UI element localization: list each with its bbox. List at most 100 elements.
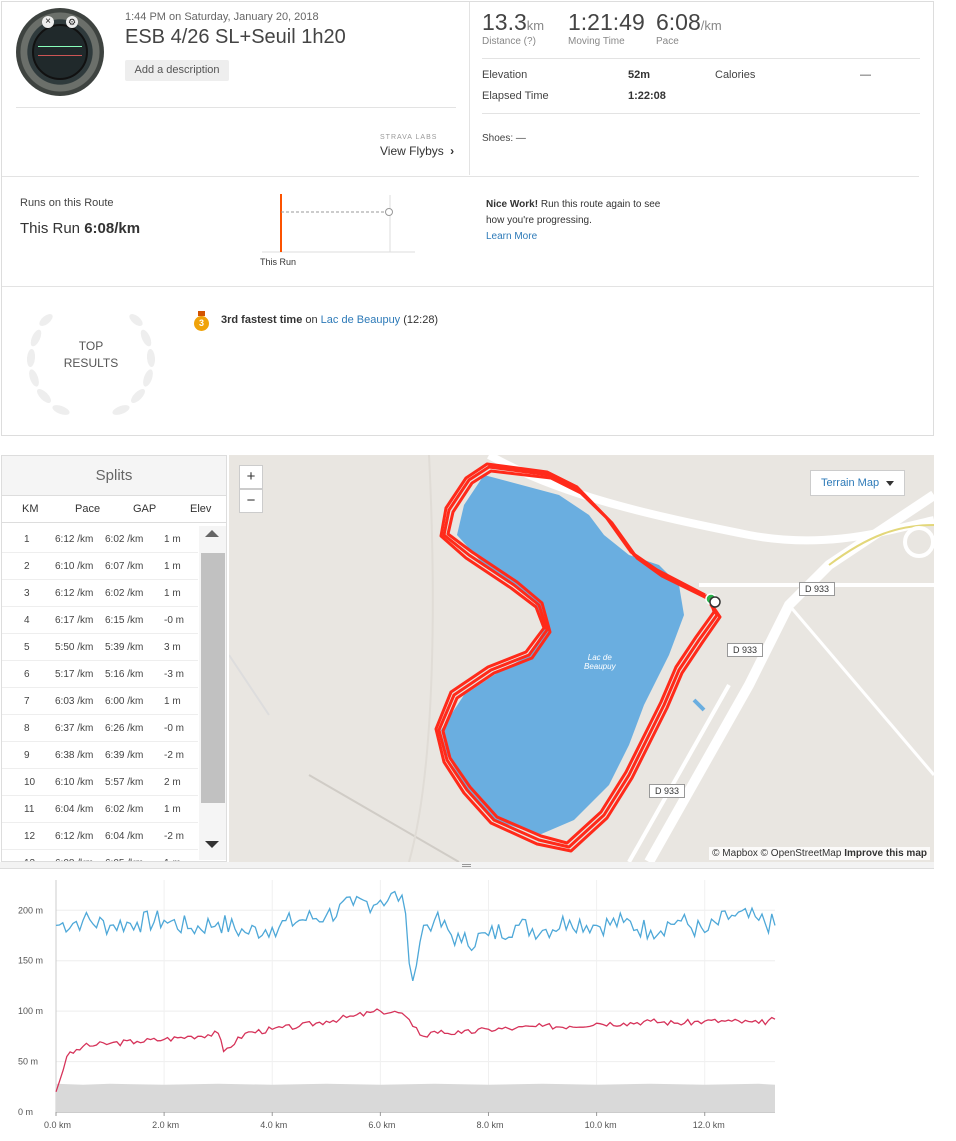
table-row: 12 6:12 /km 6:04 /km -2 m [2, 823, 198, 850]
table-row: 3 6:12 /km 6:02 /km 1 m [2, 580, 198, 607]
activity-device-photo: × ⚙ [16, 8, 104, 96]
split-gap: 6:07 /km [105, 561, 144, 572]
activity-datetime: 1:44 PM on Saturday, January 20, 2018 [125, 11, 319, 23]
scroll-down-icon[interactable] [205, 841, 219, 848]
table-row: 6 5:17 /km 5:16 /km -3 m [2, 661, 198, 688]
divider [2, 176, 919, 177]
add-description-button[interactable]: Add a description [125, 60, 229, 81]
split-km: 7 [24, 696, 30, 707]
map-canvas [229, 455, 934, 862]
close-icon: × [42, 16, 54, 28]
split-gap: 5:16 /km [105, 669, 144, 680]
road-label-d933: D 933 [799, 582, 836, 596]
divider-vertical [469, 2, 470, 175]
table-row: 1 6:12 /km 6:02 /km 1 m [2, 526, 198, 553]
segment-link[interactable]: Lac de Beaupuy [320, 314, 401, 326]
split-km: 3 [24, 588, 30, 599]
map-attribution-text[interactable]: © Mapbox © OpenStreetMap [712, 848, 842, 859]
map-path [229, 654, 270, 716]
split-elev: -0 m [164, 615, 184, 626]
split-km: 13 [24, 858, 35, 861]
achievement-rank: 3rd fastest time [221, 314, 303, 326]
pace-line-series [55, 890, 776, 982]
splits-scroll-thumb[interactable] [201, 553, 225, 803]
split-km: 5 [24, 642, 30, 653]
achievement-on: on [302, 314, 321, 326]
split-pace: 5:17 /km [55, 669, 94, 680]
elevation-pace-chart[interactable]: 200 m 150 m 100 m 50 m 0 m 0.0 km 2.0 km 4.0 km… [0, 870, 956, 1141]
nice-work-text: Run this route again to see [538, 199, 661, 210]
split-pace: 6:10 /km [55, 561, 94, 572]
table-row: 4 6:17 /km 6:15 /km -0 m [2, 607, 198, 634]
activity-title[interactable]: ESB 4/26 SL+Seuil 1h20 [125, 26, 346, 48]
y-tick-label: 50 m [18, 1057, 38, 1067]
split-elev: 1 m [164, 858, 181, 861]
elapsed-time-value: 1:22:08 [628, 90, 666, 102]
split-gap: 6:15 /km [105, 615, 144, 626]
lake-lac-de-beaupuy [441, 475, 684, 835]
split-gap: 6:04 /km [105, 831, 144, 842]
view-flybys-link[interactable]: View Flybys › [380, 144, 454, 158]
distance-stat: 13.3km Distance (?) [482, 9, 544, 47]
split-gap: 6:05 /km [105, 858, 143, 861]
scroll-up-icon[interactable] [205, 530, 219, 537]
zoom-out-button[interactable]: − [239, 489, 263, 513]
road-label-d933: D 933 [649, 784, 686, 798]
split-pace: 6:04 /km [55, 804, 94, 815]
route-chart-point [385, 208, 393, 216]
map-rail [308, 774, 460, 862]
top-results-line-1: TOP [78, 339, 104, 353]
divider [16, 107, 456, 108]
split-elev: -2 m [164, 831, 184, 842]
map-type-dropdown[interactable]: Terrain Map [810, 470, 905, 496]
road-label-d933: D 933 [727, 643, 764, 657]
panel-resize-handle[interactable] [0, 862, 934, 869]
top-results-badge-label: TOP RESULTS [16, 338, 166, 372]
split-elev: 1 m [164, 696, 181, 707]
distance-help-link[interactable]: Distance (?) [482, 36, 536, 47]
calories-label: Calories [715, 69, 756, 81]
zoom-in-button[interactable]: + [239, 465, 263, 489]
segment-time: (12:28) [400, 314, 439, 326]
elevation-line-series [55, 1008, 776, 1093]
split-pace: 5:50 /km [55, 642, 94, 653]
split-pace: 6:12 /km [55, 831, 94, 842]
calories-value: — [860, 69, 871, 81]
table-row: 5 5:50 /km 5:39 /km 3 m [2, 634, 198, 661]
split-km: 10 [24, 777, 36, 788]
map-roundabout [903, 526, 934, 558]
runs-on-route-heading: Runs on this Route [20, 197, 114, 209]
split-km: 11 [24, 804, 35, 815]
x-tick-label: 6.0 km [368, 1120, 395, 1130]
split-gap: 6:02 /km [105, 588, 144, 599]
map-road [627, 684, 731, 862]
splits-col-elev: Elev [190, 503, 212, 515]
nice-work-text-2: how you're progressing. [486, 215, 592, 226]
caret-down-icon [886, 481, 894, 486]
divider [482, 58, 920, 59]
table-row: 10 6:10 /km 5:57 /km 2 m [2, 769, 198, 796]
table-row: 7 6:03 /km 6:00 /km 1 m [2, 688, 198, 715]
map-type-label: Terrain Map [821, 477, 880, 489]
splits-title: Splits [2, 456, 226, 496]
x-tick-label: 4.0 km [260, 1120, 287, 1130]
x-tick-label: 2.0 km [152, 1120, 179, 1130]
route-finish-icon [709, 596, 721, 608]
lake-label-line-1: Lac de [587, 653, 612, 662]
route-map[interactable]: Lac de Beaupuy D 933 D 933 D 933 + − Ter… [229, 455, 934, 862]
splits-col-gap: GAP [133, 503, 157, 515]
split-elev: -0 m [164, 723, 184, 734]
learn-more-link[interactable]: Learn More [486, 231, 538, 242]
pace-stat: 6:08/km Pace [656, 9, 722, 47]
improve-map-link[interactable]: Improve this map [844, 848, 927, 859]
elevation-value: 52m [628, 69, 651, 81]
achievement-row: 3rd fastest time on Lac de Beaupuy (12:2… [221, 314, 438, 326]
gear-icon: ⚙ [66, 16, 78, 28]
divider [2, 286, 933, 287]
table-row: 9 6:38 /km 6:39 /km -2 m [2, 742, 198, 769]
view-flybys-label: View Flybys [380, 144, 444, 158]
this-run-summary: This Run 6:08/km [20, 220, 140, 237]
y-tick-label: 200 m [18, 905, 43, 915]
watch-face [32, 24, 88, 80]
drag-handle-icon[interactable] [462, 864, 471, 867]
